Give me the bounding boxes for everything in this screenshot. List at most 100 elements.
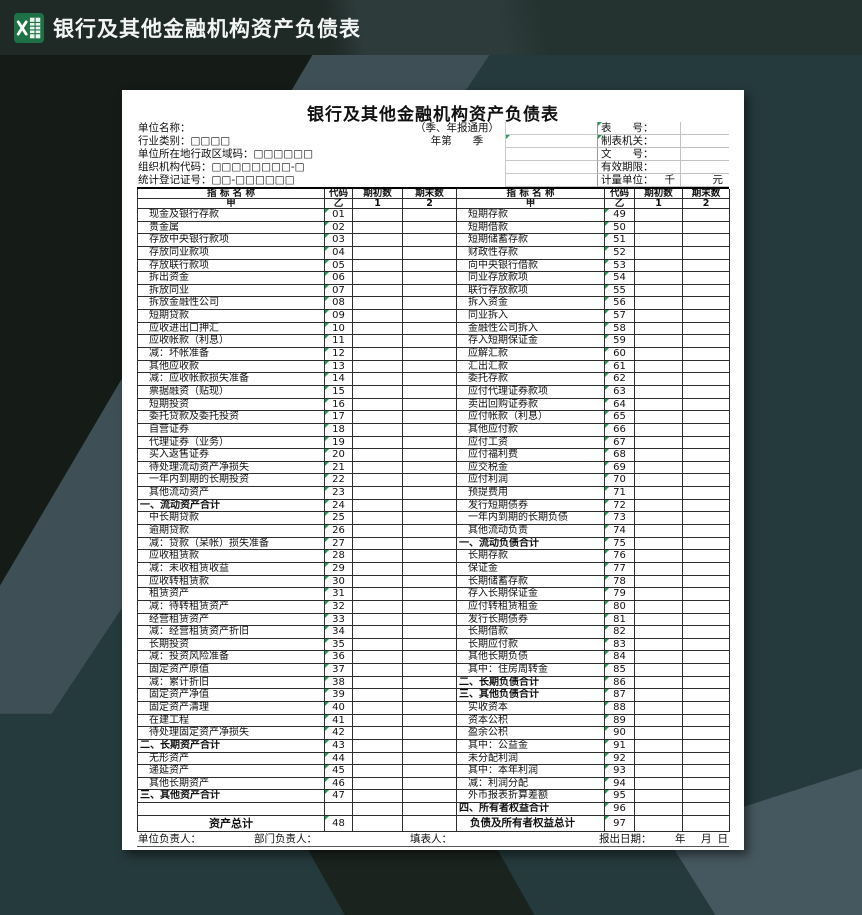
- end-value-cell-left[interactable]: [403, 348, 457, 361]
- end-value-cell-right[interactable]: [683, 474, 730, 488]
- begin-value-cell-left[interactable]: [353, 335, 403, 349]
- begin-value-cell-right[interactable]: [635, 436, 683, 450]
- begin-value-cell-left[interactable]: [353, 259, 403, 273]
- begin-value-cell-left[interactable]: [353, 272, 403, 285]
- end-value-cell-left[interactable]: [403, 664, 457, 677]
- begin-value-cell-right[interactable]: [635, 284, 683, 298]
- begin-value-cell-right[interactable]: [635, 626, 683, 639]
- begin-value-cell-left[interactable]: [353, 310, 403, 323]
- begin-value-cell-right[interactable]: [635, 562, 683, 576]
- end-value-cell-right[interactable]: [683, 777, 730, 791]
- begin-value-cell-right[interactable]: [635, 525, 683, 538]
- begin-value-cell-right[interactable]: [635, 461, 683, 475]
- begin-value-cell-left[interactable]: [353, 550, 403, 563]
- begin-value-cell-left[interactable]: [353, 537, 403, 551]
- end-value-cell-left[interactable]: [403, 512, 457, 526]
- begin-value-cell-right[interactable]: [635, 373, 683, 386]
- info-grid-cell[interactable]: [505, 135, 597, 148]
- end-value-cell-right[interactable]: [683, 373, 730, 386]
- begin-value-cell-right[interactable]: [635, 385, 683, 399]
- begin-value-cell-left[interactable]: [353, 411, 403, 424]
- end-value-cell-left[interactable]: [403, 701, 457, 715]
- begin-value-cell-left[interactable]: [353, 777, 403, 791]
- begin-value-cell-right[interactable]: [635, 588, 683, 601]
- begin-value-cell-left[interactable]: [353, 373, 403, 386]
- info-grid-cell[interactable]: [505, 148, 597, 161]
- begin-value-cell-right[interactable]: [635, 499, 683, 513]
- begin-value-cell-right[interactable]: [635, 259, 683, 273]
- end-value-cell-right[interactable]: [683, 689, 730, 702]
- begin-value-cell-right[interactable]: [635, 537, 683, 551]
- maker-value-cell[interactable]: [680, 135, 729, 148]
- begin-value-cell-right[interactable]: [635, 575, 683, 589]
- begin-value-cell-left[interactable]: [353, 664, 403, 677]
- begin-value-cell-left[interactable]: [353, 638, 403, 652]
- begin-value-cell-left[interactable]: [353, 246, 403, 260]
- info-grid-cell[interactable]: [505, 122, 597, 135]
- end-value-cell-right[interactable]: [683, 575, 730, 589]
- begin-value-cell-right[interactable]: [635, 550, 683, 563]
- begin-value-cell-right[interactable]: [635, 297, 683, 311]
- end-value-cell-left[interactable]: [403, 689, 457, 702]
- end-value-cell-right[interactable]: [683, 790, 730, 804]
- end-value-cell-left[interactable]: [403, 499, 457, 513]
- end-value-cell-left[interactable]: [403, 550, 457, 563]
- begin-value-cell-right[interactable]: [635, 638, 683, 652]
- begin-value-cell-left[interactable]: [353, 423, 403, 437]
- begin-value-cell-right[interactable]: [635, 790, 683, 804]
- begin-value-cell-right[interactable]: [635, 411, 683, 424]
- end-value-cell-right[interactable]: [683, 423, 730, 437]
- end-value-cell-left[interactable]: [403, 803, 457, 816]
- end-value-cell-left[interactable]: [403, 765, 457, 778]
- begin-value-cell-right[interactable]: [635, 449, 683, 462]
- end-value-cell-left[interactable]: [403, 739, 457, 753]
- end-value-cell-right[interactable]: [683, 550, 730, 563]
- end-value-cell-left[interactable]: [403, 777, 457, 791]
- begin-value-cell-right[interactable]: [635, 310, 683, 323]
- end-value-cell-right[interactable]: [683, 360, 730, 374]
- begin-value-cell-right[interactable]: [635, 815, 683, 832]
- begin-value-cell-left[interactable]: [353, 398, 403, 412]
- end-value-cell-left[interactable]: [403, 385, 457, 399]
- begin-value-cell-right[interactable]: [635, 600, 683, 614]
- end-value-cell-right[interactable]: [683, 537, 730, 551]
- begin-value-cell-left[interactable]: [353, 613, 403, 627]
- end-value-cell-right[interactable]: [683, 638, 730, 652]
- end-value-cell-right[interactable]: [683, 221, 730, 235]
- table-no-value-cell[interactable]: [680, 122, 729, 135]
- end-value-cell-left[interactable]: [403, 322, 457, 336]
- end-value-cell-left[interactable]: [403, 398, 457, 412]
- end-value-cell-left[interactable]: [403, 638, 457, 652]
- end-value-cell-left[interactable]: [403, 752, 457, 766]
- end-value-cell-right[interactable]: [683, 209, 730, 222]
- end-value-cell-left[interactable]: [403, 613, 457, 627]
- begin-value-cell-left[interactable]: [353, 221, 403, 235]
- end-value-cell-left[interactable]: [403, 272, 457, 285]
- end-value-cell-right[interactable]: [683, 739, 730, 753]
- begin-value-cell-left[interactable]: [353, 487, 403, 500]
- end-value-cell-right[interactable]: [683, 310, 730, 323]
- begin-value-cell-right[interactable]: [635, 701, 683, 715]
- begin-value-cell-left[interactable]: [353, 765, 403, 778]
- info-grid-cell[interactable]: [505, 161, 597, 174]
- end-value-cell-left[interactable]: [403, 360, 457, 374]
- end-value-cell-right[interactable]: [683, 651, 730, 665]
- begin-value-cell-right[interactable]: [635, 777, 683, 791]
- end-value-cell-right[interactable]: [683, 284, 730, 298]
- validity-value-cell[interactable]: [680, 161, 729, 174]
- doc-no-value-cell[interactable]: [680, 148, 729, 161]
- end-value-cell-left[interactable]: [403, 246, 457, 260]
- end-value-cell-right[interactable]: [683, 664, 730, 677]
- end-value-cell-right[interactable]: [683, 335, 730, 349]
- begin-value-cell-right[interactable]: [635, 335, 683, 349]
- begin-value-cell-left[interactable]: [353, 701, 403, 715]
- begin-value-cell-right[interactable]: [635, 651, 683, 665]
- end-value-cell-right[interactable]: [683, 499, 730, 513]
- begin-value-cell-left[interactable]: [353, 790, 403, 804]
- begin-value-cell-right[interactable]: [635, 398, 683, 412]
- begin-value-cell-right[interactable]: [635, 322, 683, 336]
- begin-value-cell-right[interactable]: [635, 752, 683, 766]
- begin-value-cell-left[interactable]: [353, 525, 403, 538]
- end-value-cell-left[interactable]: [403, 588, 457, 601]
- end-value-cell-left[interactable]: [403, 259, 457, 273]
